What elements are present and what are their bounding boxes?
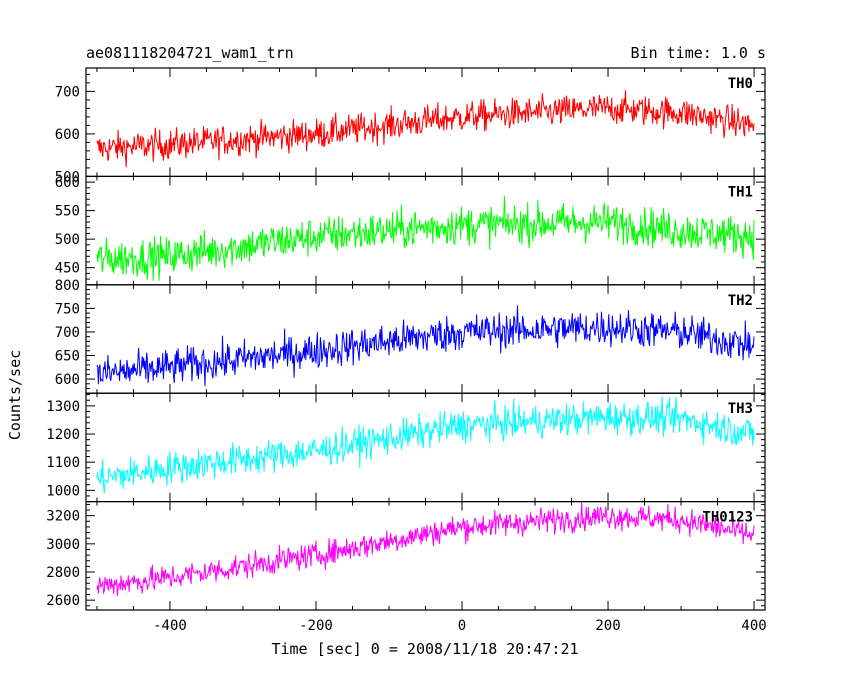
y-tick-label: 3200: [46, 509, 80, 525]
panel-frame: [85, 175, 766, 286]
y-axis-label: Counts/sec: [6, 350, 24, 440]
panels-group: 500600700TH0450500550600TH16006507007508…: [46, 67, 767, 634]
y-tick-label: 1000: [46, 483, 80, 499]
series-line-th0123: [96, 502, 755, 597]
bin-time-label: Bin time: 1.0 s: [630, 44, 766, 62]
y-tick-label: 700: [55, 84, 80, 100]
panel-frame: [85, 501, 766, 611]
y-tick-label: 750: [55, 301, 80, 317]
panel-th2: 600 650 700 750 800 TH2: [55, 278, 766, 394]
series-line-th2: [96, 305, 755, 387]
y-tick-label: 2800: [46, 565, 80, 581]
y-tick-label: 500: [55, 169, 80, 185]
panel-label-th2: TH2: [728, 293, 753, 309]
x-tick-label: -400: [153, 618, 187, 634]
panel-label-th3: TH3: [728, 401, 753, 417]
y-tick-label: 600: [55, 175, 80, 191]
y-tick-label: 600: [55, 372, 80, 388]
panel-th1: 450 500 550 600 TH1: [55, 175, 766, 286]
y-tick-label: 2600: [46, 593, 80, 609]
x-tick-label: 400: [741, 618, 766, 634]
y-tick-label: 550: [55, 204, 80, 220]
x-tick-label: 200: [595, 618, 620, 634]
x-tick-label: 0: [458, 618, 466, 634]
y-tick-label: 600: [55, 127, 80, 143]
y-tick-label: 500: [55, 232, 80, 248]
panel-label-th0123: TH0123: [702, 510, 753, 526]
x-axis-label: Time [sec] 0 = 2008/11/18 20:47:21: [271, 640, 578, 658]
y-tick-label: 800: [55, 278, 80, 294]
y-tick-label: 1100: [46, 455, 80, 471]
series-line-th3: [96, 396, 755, 494]
panel-label-th0: TH0: [728, 76, 753, 92]
x-tick-label: -200: [299, 618, 333, 634]
chart-title: ae081118204721_wam1_trn: [86, 44, 294, 62]
y-tick-label: 1200: [46, 427, 80, 443]
panel-label-th1: TH1: [728, 184, 753, 200]
panel-th0: 500 600 700 TH0: [55, 67, 766, 185]
y-tick-label: 700: [55, 325, 80, 341]
series-line-th1: [96, 195, 755, 281]
panel-frame: [85, 392, 766, 503]
y-tick-label: 650: [55, 348, 80, 364]
series-line-th0: [96, 90, 755, 168]
y-tick-label: 3000: [46, 537, 80, 553]
y-tick-label: 450: [55, 261, 80, 277]
panel-th0123: 2600 2800 3000 3200 TH0123: [46, 501, 766, 611]
y-tick-label: 1300: [46, 399, 80, 415]
panel-th3: 1000 1100 1200 1300 TH3: [46, 392, 766, 503]
